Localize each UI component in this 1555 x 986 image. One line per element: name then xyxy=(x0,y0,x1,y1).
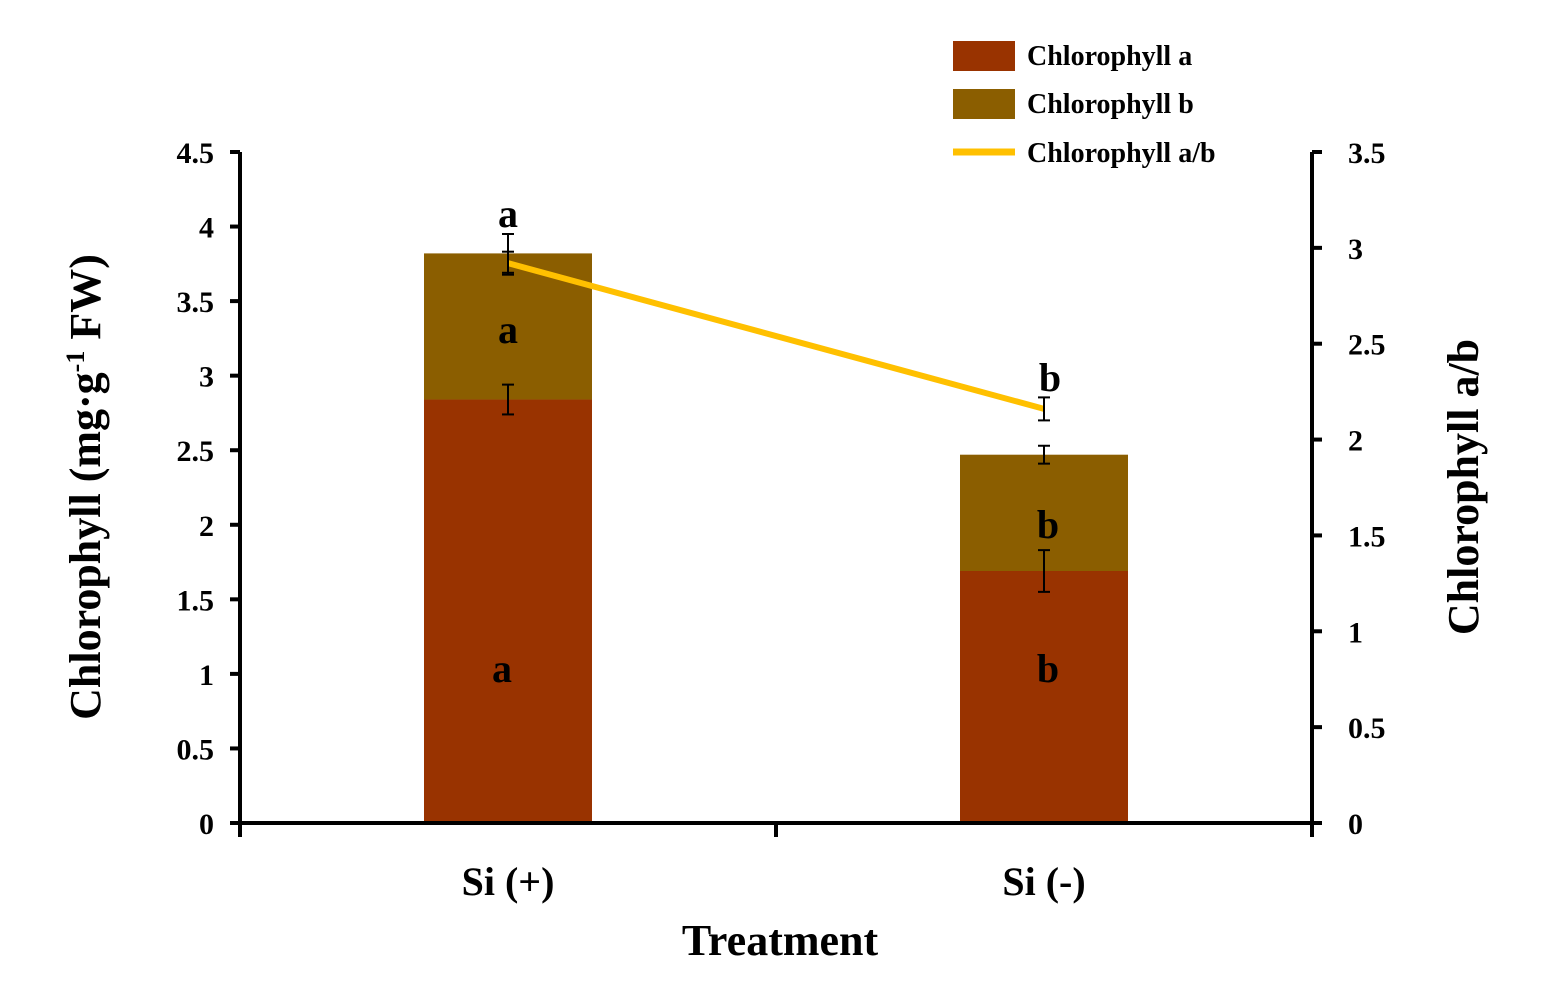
error-bar-chlorophyll-a-1 xyxy=(502,383,514,416)
right-tick-label-6: 2.5 xyxy=(1348,329,1386,362)
x-category-label-2: Si (-) xyxy=(1002,859,1085,904)
x-axis-title: Treatment xyxy=(682,916,879,965)
left-tick-label-6: 2.5 xyxy=(177,435,215,468)
significance-letter-ratio-2: b xyxy=(1039,355,1061,400)
error-bar-ratio-2 xyxy=(1038,396,1050,422)
legend: Chlorophyll a Chlorophyll b Chlorophyll a/… xyxy=(953,41,1216,169)
legend-item-chlorophyll-b: Chlorophyll b xyxy=(953,89,1194,120)
legend-swatch-chlorophyll-a xyxy=(953,41,1015,71)
legend-label-chlorophyll-a-b: Chlorophyll a/b xyxy=(1027,138,1216,169)
right-axis-title: Chlorophyll a/b xyxy=(1439,339,1488,635)
left-tick-label-10: 4.5 xyxy=(177,137,215,170)
left-axis-title: Chlorophyll (mg·g-1 FW) xyxy=(61,254,110,720)
significance-letter-ratio-1: a xyxy=(498,191,518,236)
right-tick-label-3: 1 xyxy=(1348,616,1363,649)
bar-chlorophyll-a-2 xyxy=(960,571,1128,823)
significance-letter-2-1: a xyxy=(498,307,518,352)
x-category-label-1: Si (+) xyxy=(462,859,555,904)
left-tick-label-3: 1 xyxy=(199,659,214,692)
bar-chlorophyll-a-1 xyxy=(424,399,592,823)
left-tick-label-4: 1.5 xyxy=(177,584,215,617)
error-bar-ratio-1 xyxy=(502,250,514,276)
left-axis-title-main: Chlorophyll (mg·g xyxy=(61,372,110,720)
right-tick-label-4: 1.5 xyxy=(1348,520,1386,553)
left-axis-ticks: 0 0.5 1 1.5 2 2.5 3 3.5 4 4.5 xyxy=(177,137,240,841)
significance-letters: a b a b a b xyxy=(492,191,1061,691)
right-tick-label-7: 3 xyxy=(1348,233,1363,266)
left-tick-label-7: 3 xyxy=(199,361,214,394)
bars xyxy=(424,253,1128,823)
left-axis-title-superscript: -1 xyxy=(61,351,90,373)
left-axis-title-group: Chlorophyll (mg·g-1 FW) xyxy=(61,254,110,720)
significance-letter-2-2: b xyxy=(1037,502,1059,547)
legend-label-chlorophyll-b: Chlorophyll b xyxy=(1027,89,1194,120)
left-axis-title-tail: FW) xyxy=(61,254,110,351)
left-tick-label-9: 4 xyxy=(199,212,214,245)
error-bars xyxy=(502,233,1050,593)
ratio-line-path xyxy=(507,260,1045,412)
legend-item-chlorophyll-a-b: Chlorophyll a/b xyxy=(953,138,1216,169)
right-tick-label-5: 2 xyxy=(1348,425,1363,458)
right-tick-label-1: 0 xyxy=(1348,808,1363,841)
x-axis-categories: Si (+) Si (-) xyxy=(462,859,1086,904)
error-bar-chlorophyll-a-2 xyxy=(1038,549,1050,593)
axes xyxy=(238,152,1314,837)
right-tick-label-2: 0.5 xyxy=(1348,712,1386,745)
left-tick-label-8: 3.5 xyxy=(177,286,215,319)
legend-swatch-chlorophyll-b xyxy=(953,89,1015,119)
significance-letter-1-2: b xyxy=(1037,646,1059,691)
right-axis-ticks: 0 0.5 1 1.5 2 2.5 3 3.5 xyxy=(1312,137,1386,841)
right-tick-label-8: 3.5 xyxy=(1348,137,1386,170)
left-tick-label-5: 2 xyxy=(199,510,214,543)
left-tick-label-2: 0.5 xyxy=(177,733,215,766)
left-tick-label-1: 0 xyxy=(199,808,214,841)
legend-item-chlorophyll-a: Chlorophyll a xyxy=(953,41,1192,72)
right-axis-title-group: Chlorophyll a/b xyxy=(1439,339,1488,635)
significance-letter-1-1: a xyxy=(492,646,512,691)
legend-label-chlorophyll-a: Chlorophyll a xyxy=(1027,41,1192,72)
error-bar-chlorophyll-b-2 xyxy=(1038,444,1050,465)
